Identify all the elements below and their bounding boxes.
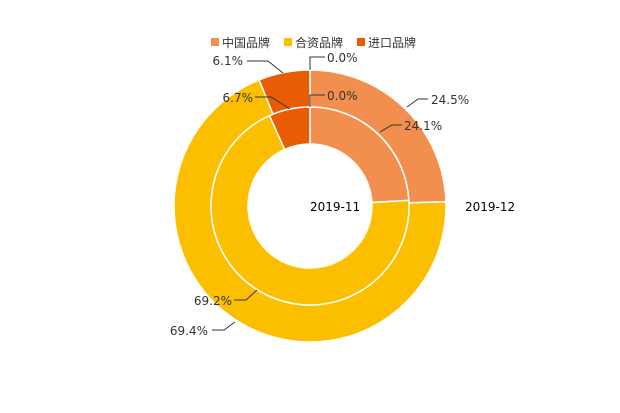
legend-label-import: 进口品牌 bbox=[368, 36, 416, 50]
legend-swatch-import bbox=[357, 38, 365, 46]
label-outer-jv: 69.4% bbox=[170, 324, 208, 338]
series-label-2019-12: 2019-12 bbox=[465, 200, 515, 214]
label-inner-china: 24.1% bbox=[404, 119, 442, 133]
legend-swatch-china bbox=[211, 38, 219, 46]
legend-swatch-jv bbox=[284, 38, 292, 46]
series-label-2019-11: 2019-11 bbox=[310, 200, 360, 214]
legend: 中国品牌 合资品牌 进口品牌 bbox=[211, 35, 416, 50]
label-outer-zero: 0.0% bbox=[327, 51, 358, 65]
leader-inner-china bbox=[379, 124, 402, 133]
leader-outer-china bbox=[406, 98, 428, 108]
data-labels: 24.5% 69.4% 6.1% 0.0% 24.1% 69.2% 6.7% 0.0% bbox=[170, 51, 469, 338]
label-inner-import: 6.7% bbox=[223, 91, 254, 105]
label-outer-import: 6.1% bbox=[213, 54, 244, 68]
leader-inner-import bbox=[255, 96, 291, 110]
leader-lines bbox=[212, 56, 428, 331]
label-outer-china: 24.5% bbox=[431, 93, 469, 107]
leader-outer-zero bbox=[309, 56, 325, 70]
leader-inner-jv bbox=[234, 289, 258, 301]
legend-label-jv: 合资品牌 bbox=[295, 35, 343, 50]
legend-label-china: 中国品牌 bbox=[222, 35, 270, 50]
leader-inner-zero bbox=[309, 94, 325, 107]
label-inner-jv: 69.2% bbox=[194, 294, 232, 308]
leader-outer-jv bbox=[212, 321, 236, 331]
label-inner-zero: 0.0% bbox=[327, 89, 358, 103]
inner-slice-jv bbox=[210, 114, 410, 306]
leader-outer-import bbox=[247, 60, 284, 74]
